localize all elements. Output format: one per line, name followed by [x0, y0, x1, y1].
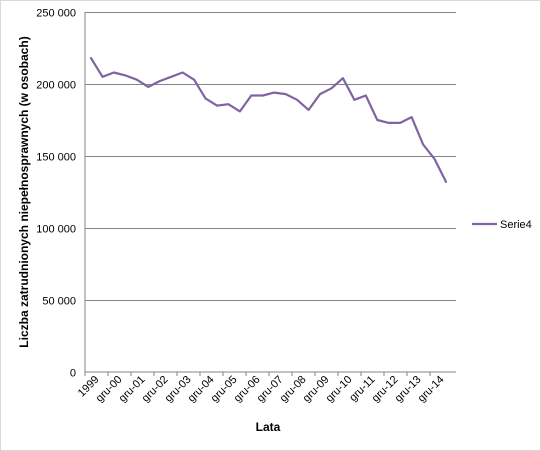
y-tick-label: 50 000	[42, 296, 76, 308]
y-axis-title: Liczba zatrudnionych niepełnosprawnych (…	[17, 36, 31, 347]
series-line	[89, 56, 448, 183]
y-tick-label: 250 000	[36, 8, 76, 20]
legend: Serie4	[472, 219, 532, 231]
y-tick-labels: 0 50 000 100 000 150 000 200 000 250 000	[36, 8, 76, 380]
y-tick-label: 100 000	[36, 224, 76, 236]
series-group	[89, 56, 448, 183]
gridlines	[85, 12, 456, 301]
y-tick-label: 0	[70, 368, 76, 380]
y-tick-label: 200 000	[36, 80, 76, 92]
y-tick-label: 150 000	[36, 152, 76, 164]
legend-label: Serie4	[500, 219, 532, 231]
x-axis-title: Lata	[256, 420, 281, 434]
x-tick-marks	[84, 372, 431, 376]
